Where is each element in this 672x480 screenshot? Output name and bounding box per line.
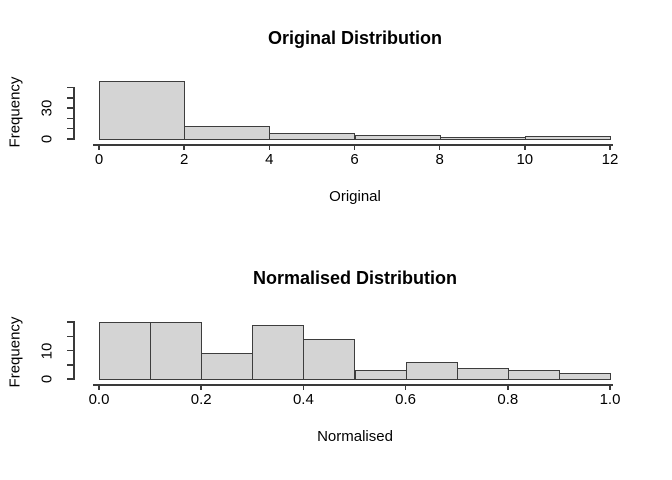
x-tick-label: 4 (265, 151, 274, 168)
y-axis-line (73, 86, 75, 140)
x-tick (353, 144, 356, 150)
x-axis-label: Normalised (317, 428, 393, 445)
histogram-bar (269, 132, 356, 140)
x-tick-label: 1.0 (599, 391, 621, 408)
histogram-bar (201, 353, 254, 380)
x-tick (404, 384, 407, 390)
x-tick-label: 12 (601, 151, 619, 168)
x-tick (438, 144, 441, 150)
y-tick-label: 10 (38, 342, 56, 359)
y-axis-line (73, 321, 75, 380)
histogram-bar (354, 134, 441, 140)
x-axis-line (93, 384, 613, 386)
x-tick (609, 144, 611, 150)
y-tick (67, 321, 73, 323)
x-tick (183, 144, 185, 150)
x-axis-label: Original (329, 188, 381, 205)
x-tick-label: 0.4 (292, 391, 314, 408)
histogram-bar (303, 339, 356, 380)
x-tick-label: 0.6 (395, 391, 417, 408)
x-tick (98, 384, 100, 390)
y-tick (67, 97, 73, 99)
histogram-bar (456, 367, 509, 380)
y-tick (67, 86, 73, 89)
x-tick (524, 144, 526, 150)
chart-title: Normalised Distribution (252, 268, 458, 288)
plot-area: 0.0 0.2 0.4 0.6 0.8 1.0 0 10 (0, 240, 672, 480)
y-tick (67, 378, 73, 380)
x-tick-label: 0.0 (88, 391, 110, 408)
chart-title: Original Distribution (268, 28, 442, 48)
histogram-bar (99, 81, 186, 140)
x-tick-label: 10 (516, 151, 534, 168)
y-tick (67, 364, 73, 366)
histogram-bar (507, 370, 560, 380)
x-tick-label: 0.8 (497, 391, 519, 408)
y-tick (67, 107, 73, 109)
y-tick (67, 349, 73, 352)
histogram-bar (184, 125, 271, 140)
histogram-panel-normalised: Normalised Distribution Frequency Normal… (0, 240, 672, 480)
y-tick (67, 335, 73, 337)
histogram-bar (252, 324, 305, 380)
x-tick (609, 384, 611, 390)
histogram-bar (354, 370, 407, 380)
x-tick-label: 8 (435, 151, 444, 168)
histogram-bar (99, 322, 152, 380)
plot-area: 0 2 4 6 8 10 12 0 30 (38, 81, 619, 168)
y-tick-label: 0 (38, 134, 56, 144)
histogram-bar (558, 373, 611, 380)
x-tick-label: 6 (350, 151, 359, 168)
y-tick (67, 117, 73, 120)
y-tick (67, 138, 73, 140)
x-tick-label: 2 (180, 151, 189, 168)
histogram-panel-original: Original Distribution Frequency Original… (7, 28, 619, 205)
x-tick (200, 384, 202, 390)
x-tick (302, 384, 305, 390)
histogram-bar (150, 322, 203, 380)
x-tick-label: 0.2 (190, 391, 212, 408)
y-tick-label: 30 (38, 99, 56, 117)
y-tick-label: 0 (38, 374, 56, 384)
histogram-bar (524, 135, 611, 140)
x-tick-label: 0 (94, 151, 104, 168)
y-tick (67, 127, 73, 130)
x-tick (98, 144, 100, 150)
histogram-bar (405, 361, 458, 380)
x-tick (268, 144, 271, 150)
x-tick (507, 384, 509, 390)
x-axis-line (93, 144, 613, 146)
histogram-bar (439, 136, 526, 140)
